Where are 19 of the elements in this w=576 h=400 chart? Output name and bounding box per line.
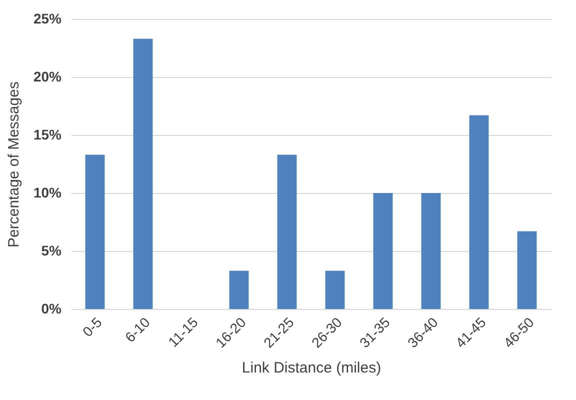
- bar: [277, 154, 297, 309]
- y-tick-label: 5%: [41, 242, 62, 258]
- y-tick-label: 10%: [33, 184, 62, 200]
- y-axis-title: Percentage of Messages: [5, 82, 22, 248]
- bar: [85, 154, 105, 309]
- x-axis-title: Link Distance (miles): [242, 360, 382, 377]
- bar: [373, 193, 393, 309]
- x-tick-label: 6-10: [122, 314, 154, 346]
- bar: [229, 270, 249, 309]
- y-tick-label: 0%: [41, 300, 62, 316]
- y-tick-label: 20%: [33, 68, 62, 84]
- bar: [133, 38, 153, 309]
- bar: [469, 115, 489, 309]
- y-tick-label: 25%: [33, 10, 62, 26]
- x-tick-label: 0-5: [79, 314, 106, 340]
- bar: [325, 270, 345, 309]
- bar: [517, 231, 537, 309]
- bar: [421, 193, 441, 309]
- y-tick-label: 15%: [33, 126, 62, 142]
